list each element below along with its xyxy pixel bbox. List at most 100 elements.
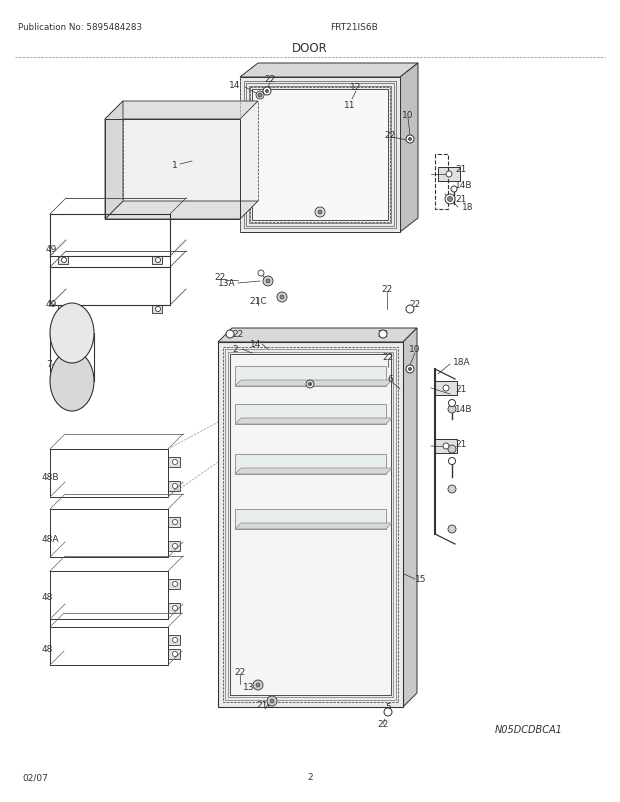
Text: 21C: 21C xyxy=(256,701,274,710)
Text: 14: 14 xyxy=(229,80,241,89)
Text: 22: 22 xyxy=(234,668,246,677)
Circle shape xyxy=(258,94,262,98)
Polygon shape xyxy=(58,257,68,265)
Circle shape xyxy=(280,296,284,300)
Polygon shape xyxy=(230,354,391,695)
Circle shape xyxy=(448,445,456,453)
Text: 48B: 48B xyxy=(42,473,60,482)
Circle shape xyxy=(306,380,314,388)
Circle shape xyxy=(409,368,412,371)
Circle shape xyxy=(443,444,449,449)
Text: 21: 21 xyxy=(455,195,466,205)
Text: 11: 11 xyxy=(344,101,356,111)
Bar xyxy=(435,439,457,453)
Text: 22: 22 xyxy=(409,300,420,309)
Polygon shape xyxy=(235,367,386,387)
Text: 22: 22 xyxy=(264,75,276,84)
Bar xyxy=(435,382,457,395)
Text: 22: 22 xyxy=(378,719,389,728)
Circle shape xyxy=(266,280,270,284)
Polygon shape xyxy=(168,541,180,551)
Text: 12: 12 xyxy=(350,83,361,92)
Text: Publication No: 5895484283: Publication No: 5895484283 xyxy=(18,23,142,32)
Polygon shape xyxy=(168,481,180,492)
Circle shape xyxy=(309,383,311,386)
Polygon shape xyxy=(400,64,418,233)
Circle shape xyxy=(448,458,456,465)
Text: 18: 18 xyxy=(462,203,474,213)
Polygon shape xyxy=(168,649,180,659)
Text: 13A: 13A xyxy=(218,279,236,288)
Circle shape xyxy=(61,307,66,312)
Text: 22: 22 xyxy=(378,330,389,339)
Circle shape xyxy=(446,172,452,178)
Circle shape xyxy=(448,197,453,202)
Polygon shape xyxy=(240,64,418,78)
Circle shape xyxy=(318,211,322,215)
Polygon shape xyxy=(168,517,180,528)
Polygon shape xyxy=(235,509,386,529)
Circle shape xyxy=(448,485,456,493)
Circle shape xyxy=(258,270,264,277)
Polygon shape xyxy=(240,78,400,233)
Text: 49: 49 xyxy=(46,245,58,254)
Circle shape xyxy=(226,330,234,338)
Polygon shape xyxy=(123,102,258,202)
Circle shape xyxy=(172,606,177,611)
Circle shape xyxy=(267,696,277,706)
Polygon shape xyxy=(218,329,417,342)
Polygon shape xyxy=(152,257,162,265)
Text: 7: 7 xyxy=(46,360,51,369)
Circle shape xyxy=(172,544,177,549)
Circle shape xyxy=(270,699,274,703)
Text: DOOR: DOOR xyxy=(292,42,328,55)
Polygon shape xyxy=(105,102,123,220)
Polygon shape xyxy=(105,202,258,220)
Circle shape xyxy=(253,680,263,691)
Text: 18A: 18A xyxy=(453,358,471,367)
Text: 49: 49 xyxy=(46,300,58,309)
Polygon shape xyxy=(235,419,392,424)
Text: 02/07: 02/07 xyxy=(22,772,48,781)
Text: 6: 6 xyxy=(387,375,393,384)
Text: 10: 10 xyxy=(409,345,421,354)
Polygon shape xyxy=(235,468,392,475)
Polygon shape xyxy=(252,90,388,221)
Circle shape xyxy=(277,293,287,302)
Circle shape xyxy=(172,581,177,587)
Text: 1: 1 xyxy=(172,160,178,169)
Circle shape xyxy=(443,386,449,391)
Polygon shape xyxy=(152,306,162,314)
Polygon shape xyxy=(403,329,417,707)
Polygon shape xyxy=(235,524,392,529)
Text: 48: 48 xyxy=(42,645,53,654)
Circle shape xyxy=(406,306,414,314)
Text: 5: 5 xyxy=(385,703,391,711)
Text: 13: 13 xyxy=(242,683,254,691)
Circle shape xyxy=(172,652,177,657)
Polygon shape xyxy=(235,404,386,424)
Circle shape xyxy=(445,195,455,205)
Polygon shape xyxy=(235,380,392,387)
Circle shape xyxy=(263,277,273,286)
Text: 48A: 48A xyxy=(42,535,60,544)
Circle shape xyxy=(256,92,264,100)
Circle shape xyxy=(406,366,414,374)
Text: 21C: 21C xyxy=(249,297,267,306)
Text: 21: 21 xyxy=(455,165,466,174)
Circle shape xyxy=(172,638,177,642)
Circle shape xyxy=(172,460,177,465)
Circle shape xyxy=(451,187,457,192)
Circle shape xyxy=(379,330,387,338)
Polygon shape xyxy=(168,635,180,645)
Text: 22: 22 xyxy=(384,131,396,140)
Text: 14B: 14B xyxy=(455,405,472,414)
Text: 15: 15 xyxy=(415,575,427,584)
Circle shape xyxy=(448,525,456,533)
Polygon shape xyxy=(168,579,180,589)
Bar xyxy=(438,168,460,182)
Circle shape xyxy=(265,91,268,93)
Circle shape xyxy=(448,406,456,414)
Text: 10: 10 xyxy=(402,111,414,119)
Text: 2: 2 xyxy=(307,772,313,781)
